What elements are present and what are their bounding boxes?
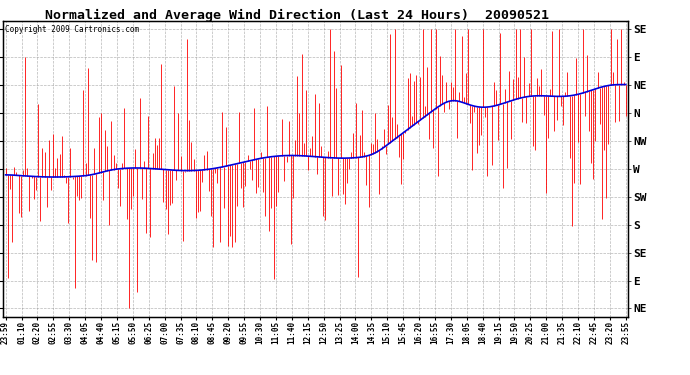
Text: Copyright 2009 Cartronics.com: Copyright 2009 Cartronics.com — [5, 25, 139, 34]
Text: Normalized and Average Wind Direction (Last 24 Hours)  20090521: Normalized and Average Wind Direction (L… — [45, 9, 549, 22]
